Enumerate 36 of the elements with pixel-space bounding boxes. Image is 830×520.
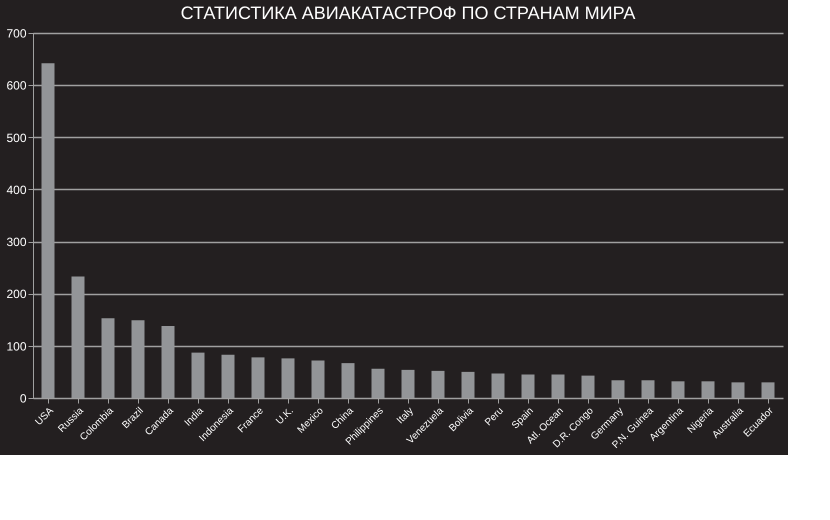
y-tick-label: 600	[6, 78, 27, 93]
y-tick-label: 300	[6, 235, 27, 250]
bar	[132, 320, 144, 398]
y-tick-label: 200	[6, 287, 27, 302]
bar	[162, 326, 174, 398]
bar	[72, 276, 84, 398]
y-tick-label: 500	[6, 130, 27, 145]
y-tick-label: 100	[6, 339, 27, 354]
bar	[672, 381, 684, 398]
x-tick-label: USA	[33, 405, 56, 428]
bar	[192, 352, 204, 398]
x-tick-label: U.K.	[274, 406, 296, 428]
bar	[42, 63, 54, 398]
bar	[342, 363, 354, 398]
bar	[252, 357, 264, 398]
bar	[492, 373, 504, 398]
bar	[312, 360, 324, 398]
y-tick-label: 400	[6, 182, 27, 197]
bar	[402, 370, 414, 398]
bar	[642, 380, 654, 398]
bar	[372, 368, 384, 398]
bar	[552, 374, 564, 398]
y-tick-label: 0	[20, 392, 27, 406]
bar	[432, 370, 444, 398]
bar	[762, 382, 774, 398]
chart-title: СТАТИСТИКА АВИАКАТАСТРОФ ПО СТРАНАМ МИРА	[180, 3, 636, 23]
bar	[702, 381, 714, 398]
bar	[582, 376, 594, 398]
y-tick-label: 700	[6, 26, 27, 40]
bar	[522, 374, 534, 398]
bar	[222, 354, 234, 398]
bar	[732, 382, 744, 398]
bar	[282, 358, 294, 398]
bar	[462, 372, 474, 398]
bar	[612, 380, 624, 398]
bar	[102, 318, 114, 398]
